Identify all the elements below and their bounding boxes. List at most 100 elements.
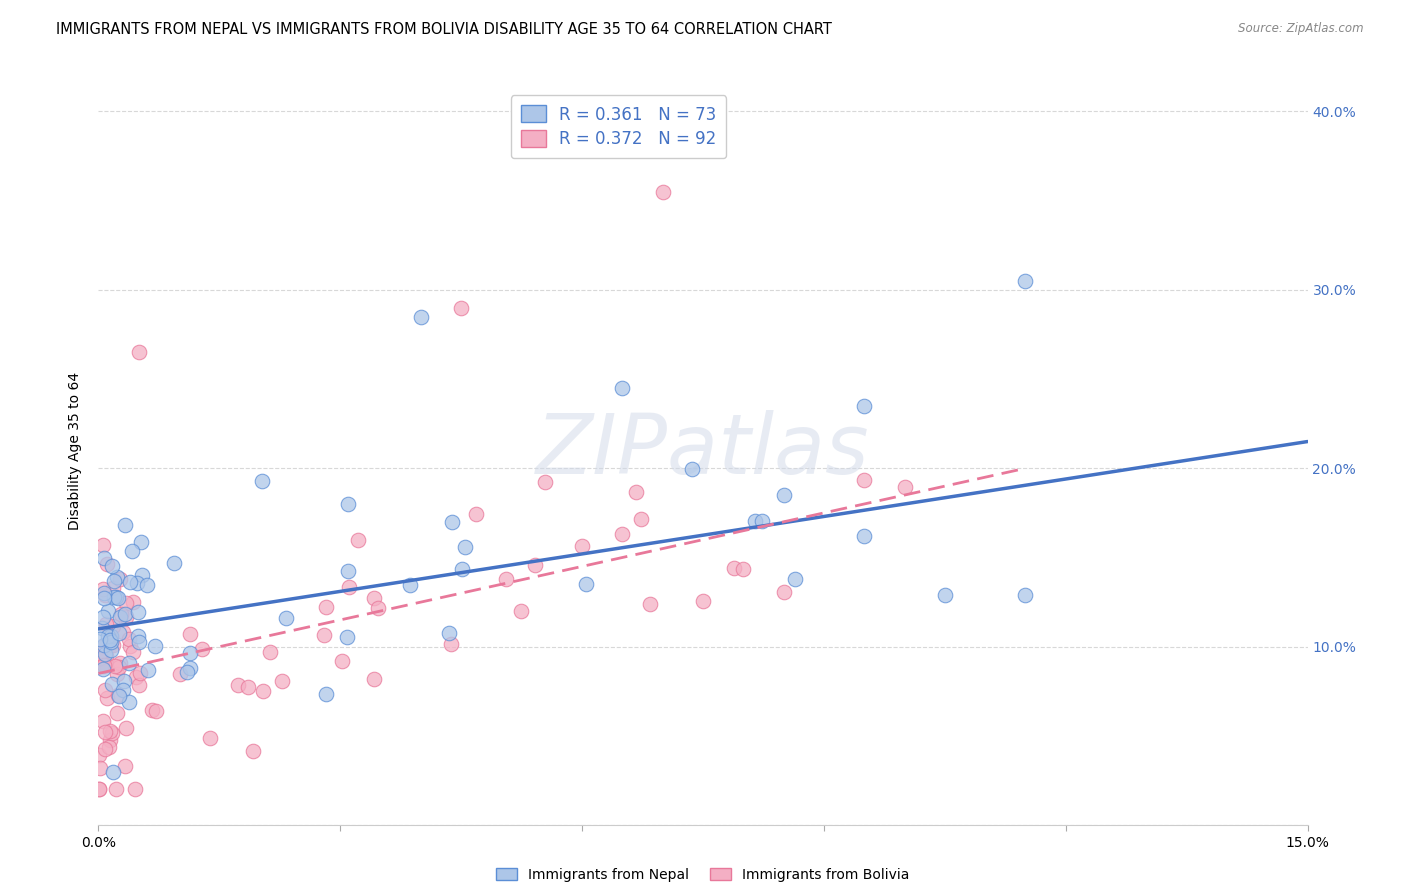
Point xyxy=(107,688,129,702)
Point xyxy=(118,639,141,653)
Point xyxy=(454,540,477,554)
Point xyxy=(122,595,145,609)
Point xyxy=(110,607,132,621)
Point xyxy=(143,639,166,653)
Point xyxy=(114,610,136,624)
Point xyxy=(624,484,647,499)
Point xyxy=(131,535,153,549)
Point xyxy=(101,677,124,691)
Point xyxy=(772,585,794,599)
Point xyxy=(104,590,127,604)
Point xyxy=(1014,274,1036,288)
Point xyxy=(128,635,150,649)
Point xyxy=(510,604,533,618)
Point xyxy=(571,539,593,553)
Point xyxy=(89,782,111,797)
Point xyxy=(100,635,122,649)
Point xyxy=(91,621,114,635)
Point xyxy=(523,558,546,573)
Point xyxy=(118,632,141,646)
Text: Source: ZipAtlas.com: Source: ZipAtlas.com xyxy=(1239,22,1364,36)
Point xyxy=(115,722,138,736)
Point xyxy=(107,591,129,605)
Point xyxy=(131,568,153,582)
Point xyxy=(121,645,143,659)
Point xyxy=(118,695,141,709)
Point xyxy=(853,473,876,487)
Point xyxy=(136,663,159,677)
Point xyxy=(114,607,136,621)
Point xyxy=(100,643,122,657)
Point xyxy=(612,526,634,541)
Point xyxy=(638,597,661,611)
Point xyxy=(93,550,115,565)
Point xyxy=(136,578,159,592)
Point xyxy=(744,514,766,528)
Point xyxy=(853,399,876,413)
Point xyxy=(114,674,136,689)
Point xyxy=(141,703,163,717)
Point xyxy=(274,611,297,625)
Point xyxy=(103,590,125,604)
Point xyxy=(176,665,198,679)
Point xyxy=(91,582,114,596)
Point xyxy=(93,638,115,652)
Point xyxy=(98,739,121,754)
Point xyxy=(495,572,517,586)
Text: ZIPatlas: ZIPatlas xyxy=(536,410,870,491)
Point xyxy=(87,748,110,763)
Point xyxy=(94,683,117,698)
Point xyxy=(259,645,281,659)
Point xyxy=(336,630,359,644)
Point xyxy=(103,764,125,779)
Point xyxy=(271,673,294,688)
Point xyxy=(198,731,221,745)
Point xyxy=(733,562,755,576)
Point xyxy=(751,514,773,528)
Point xyxy=(465,507,488,521)
Point xyxy=(575,576,598,591)
Point xyxy=(179,646,201,660)
Point xyxy=(108,659,131,673)
Point xyxy=(97,604,120,618)
Point xyxy=(651,185,673,199)
Point xyxy=(409,310,432,324)
Point xyxy=(94,617,117,632)
Point xyxy=(98,724,121,739)
Point xyxy=(87,782,110,797)
Point xyxy=(98,732,121,747)
Point xyxy=(450,301,472,315)
Point xyxy=(128,345,150,359)
Point xyxy=(191,642,214,657)
Point xyxy=(363,672,385,686)
Point xyxy=(103,574,125,588)
Point xyxy=(1014,589,1036,603)
Point xyxy=(114,759,136,773)
Point xyxy=(934,588,956,602)
Point xyxy=(367,600,389,615)
Point xyxy=(91,609,114,624)
Point xyxy=(179,661,201,675)
Point xyxy=(89,651,111,665)
Point xyxy=(100,630,122,644)
Point xyxy=(105,570,128,584)
Point xyxy=(439,626,461,640)
Point xyxy=(91,640,114,654)
Point xyxy=(238,681,260,695)
Point xyxy=(94,588,117,602)
Point xyxy=(108,656,131,670)
Point xyxy=(441,515,464,529)
Point xyxy=(127,605,149,619)
Point xyxy=(110,572,132,586)
Point xyxy=(312,628,335,642)
Point xyxy=(169,667,191,681)
Point xyxy=(179,627,201,641)
Point xyxy=(363,591,385,605)
Point xyxy=(242,744,264,758)
Point xyxy=(125,670,148,684)
Point xyxy=(89,632,111,646)
Point xyxy=(128,666,150,681)
Point xyxy=(96,658,118,673)
Point xyxy=(108,609,131,624)
Point xyxy=(91,658,114,673)
